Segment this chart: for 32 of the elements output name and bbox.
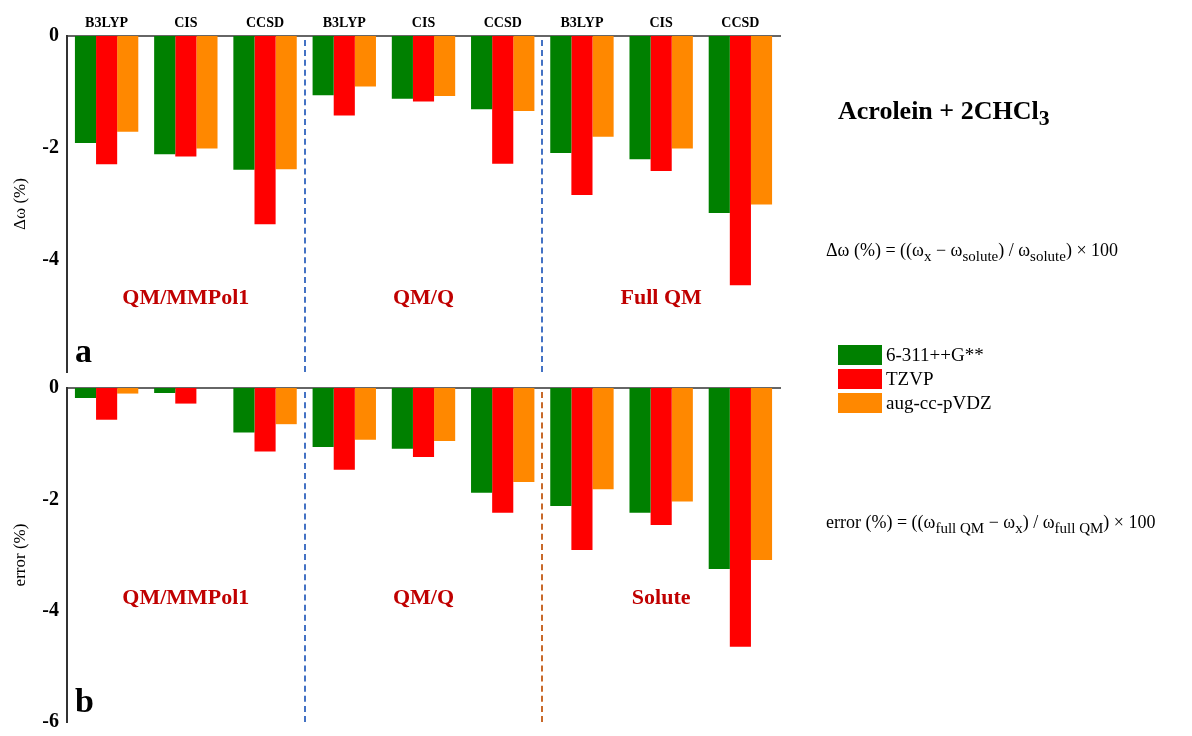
legend-label: aug-cc-pVDZ xyxy=(886,392,992,414)
annotation: b xyxy=(75,682,94,719)
y-tick-label: 0 xyxy=(49,375,59,398)
x-tick-label: CCSD xyxy=(721,15,760,31)
annotation: QM/MMPol1 xyxy=(122,584,250,610)
legend-label: TZVP xyxy=(886,368,934,390)
x-tick-label: CIS xyxy=(649,15,674,31)
x-tick-label: B3LYP xyxy=(322,15,367,31)
annotation: QM/Q xyxy=(392,283,455,309)
annotation: QM/Q xyxy=(392,584,455,610)
annotation: a xyxy=(75,332,92,369)
y-tick-label: -4 xyxy=(42,597,59,620)
x-tick-label: CCSD xyxy=(483,15,522,31)
annotation: QM/MMPol1 xyxy=(122,283,250,309)
x-tick-label: B3LYP xyxy=(85,15,129,31)
x-tick-label: CCSD xyxy=(245,15,285,31)
x-tick-label: B3LYP xyxy=(560,15,604,31)
legend-label: 6-311++G** xyxy=(886,344,984,366)
annotation: Solute xyxy=(631,584,691,610)
y-axis-title: Δω (%) xyxy=(9,178,29,230)
y-axis-title: error (%) xyxy=(9,523,29,587)
y-tick-label: -6 xyxy=(42,709,59,732)
x-tick-label: CIS xyxy=(411,15,436,31)
y-tick-label: -4 xyxy=(42,247,59,270)
text: Acrolein + 2CHCl$_{3}$ xyxy=(838,96,1050,132)
text: error (%) = ((ω$_{full QM}$ − ω$_{x}$) / ω$_{full QM}$) × 100 xyxy=(826,512,1156,537)
annotation: Full QM xyxy=(620,283,703,309)
text: Δω (%) = ((ω$_{x}$ − ω$_{solute}$) / ω$_{solute}$) × 100 xyxy=(826,240,1119,265)
y-tick-label: 0 xyxy=(49,23,59,46)
y-tick-label: -2 xyxy=(42,486,59,509)
x-tick-label: CIS xyxy=(174,15,198,31)
y-tick-label: -2 xyxy=(42,135,59,158)
